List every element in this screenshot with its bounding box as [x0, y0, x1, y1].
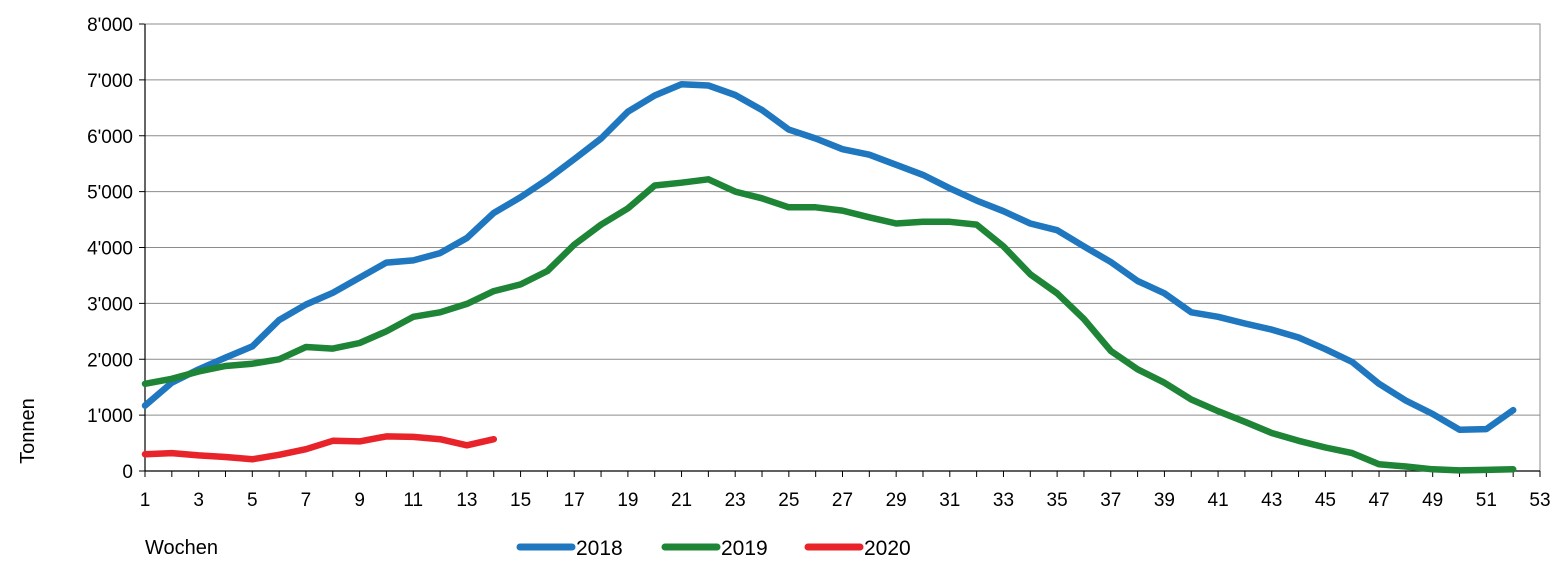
x-tick-label: 53	[1529, 490, 1550, 511]
x-tick-label: 27	[832, 490, 853, 511]
x-tick-label: 29	[886, 490, 907, 511]
x-axis-title: Wochen	[145, 537, 218, 559]
legend: 2018 2019 2020	[516, 537, 911, 560]
x-tick-label: 17	[564, 490, 585, 511]
x-tick-label: 41	[1208, 490, 1229, 511]
y-tick-label: 2'000	[87, 350, 133, 371]
x-tick-label: 37	[1100, 490, 1121, 511]
x-tick-label: 13	[456, 490, 477, 511]
grid-lines	[145, 23, 1540, 416]
x-tick-label: 47	[1368, 490, 1389, 511]
y-tick-labels: 0 1'000 2'000 3'000 4'000 5'000 6'000 7'000 8'00…	[87, 15, 133, 483]
x-tick-label: 39	[1154, 490, 1175, 511]
x-tick-label: 5	[247, 490, 258, 511]
x-tick-label: 7	[301, 490, 312, 511]
y-tick-label: 1'000	[87, 406, 133, 427]
series-line-2020	[141, 433, 498, 463]
x-tick-label: 23	[725, 490, 746, 511]
x-tick-label: 19	[617, 490, 638, 511]
x-tick-label: 9	[354, 490, 365, 511]
x-tick-label: 3	[193, 490, 204, 511]
x-tick-label: 33	[993, 490, 1014, 511]
series-line-2019	[141, 176, 1517, 474]
x-tick-label: 51	[1476, 490, 1497, 511]
y-tick-label: 5'000	[87, 183, 133, 204]
x-tick-label: 11	[403, 490, 423, 511]
x-tick-label: 43	[1261, 490, 1282, 511]
x-tick-label: 45	[1315, 490, 1336, 511]
legend-label-2018: 2018	[576, 537, 623, 560]
y-tick-label: 3'000	[87, 294, 133, 315]
x-tick-label: 1	[140, 490, 151, 511]
legend-label-2020: 2020	[864, 537, 911, 560]
x-tick-labels: 1 3 5 7 9 11 13 15 17 19 21 23 25 27 29 31 33 35 37 39 41 43 4…	[140, 490, 1551, 511]
x-tick-label: 35	[1047, 490, 1068, 511]
x-tick-label: 31	[939, 490, 960, 511]
legend-label-2019: 2019	[721, 537, 768, 560]
axes	[139, 23, 1541, 477]
x-tick-label: 49	[1422, 490, 1443, 511]
y-tick-label: 4'000	[87, 239, 133, 260]
x-tick-label: 21	[671, 490, 692, 511]
x-tick-label: 15	[510, 490, 531, 511]
y-tick-label: 7'000	[87, 71, 133, 92]
y-tick-label: 8'000	[87, 15, 133, 36]
y-tick-label: 0	[122, 462, 133, 483]
series-lines	[141, 81, 1517, 474]
x-tick-label: 25	[778, 490, 799, 511]
y-axis-title: Tonnen	[17, 398, 39, 464]
series-line-2018	[141, 81, 1517, 433]
y-tick-label: 6'000	[87, 127, 133, 148]
